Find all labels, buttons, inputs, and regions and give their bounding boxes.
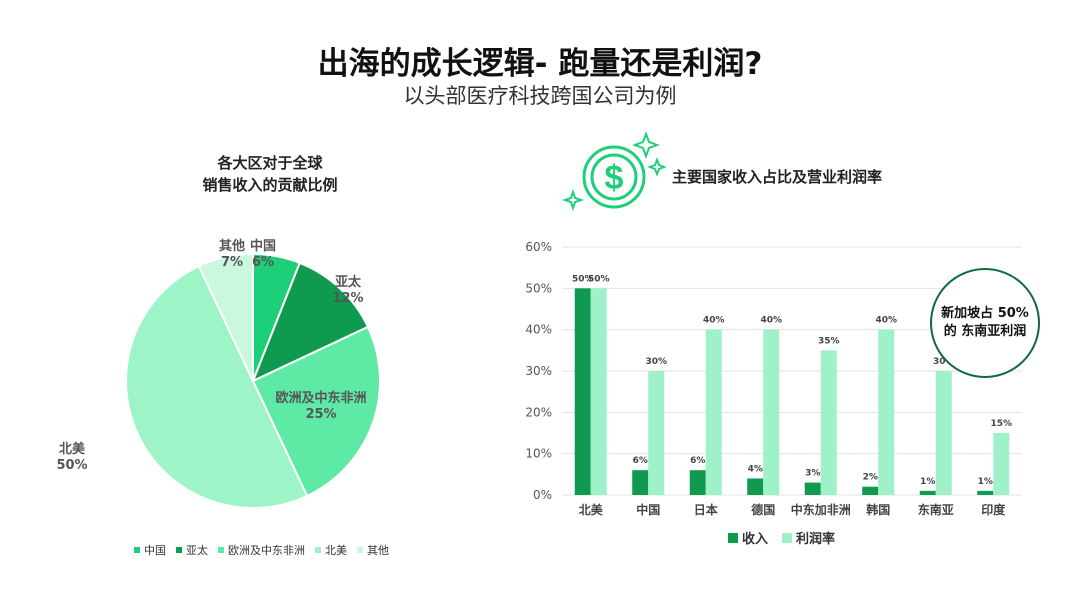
x-tick-label: 中国 (636, 502, 660, 517)
y-tick-label: 40% (525, 323, 552, 337)
legend-label: 收入 (742, 531, 768, 547)
bar-data-label: 40% (875, 316, 897, 326)
x-tick-label: 德国 (751, 502, 775, 517)
bar-data-label: 30% (645, 357, 667, 367)
bar-data-label: 6% (690, 456, 705, 466)
bar-data-label: 1% (978, 477, 993, 487)
bar-data-label: 1% (920, 477, 935, 487)
bar-data-label: 50% (572, 274, 594, 284)
pie-slice-label: 中国 (250, 238, 276, 254)
revenue-bar (689, 470, 706, 495)
y-tick-label: 0% (533, 488, 552, 502)
legend-label: 利润率 (796, 531, 835, 547)
pie-slice (251, 325, 381, 498)
pie-slice-value: 7% (221, 255, 243, 270)
pie-slice-value: 12% (332, 291, 363, 306)
bar-data-label: 40% (703, 316, 725, 326)
legend-swatch (728, 533, 738, 543)
revenue-bar (977, 490, 994, 495)
margin-bar (993, 433, 1010, 495)
legend-swatch (134, 547, 140, 553)
bar-data-label: 4% (748, 464, 763, 474)
legend-swatch (357, 547, 363, 553)
pie-slice (197, 252, 254, 382)
pie-slice-label: 欧洲及中东非洲 (275, 390, 366, 406)
page-subtitle: 以头部医疗科技跨国公司为例 (403, 84, 677, 108)
pie-slice-label: 北美 (59, 441, 86, 457)
y-tick-label: 50% (525, 281, 552, 295)
legend-swatch (176, 547, 182, 553)
bar-data-label: 40% (760, 316, 782, 326)
legend-label: 欧洲及中东非洲 (228, 544, 305, 557)
revenue-bar (804, 482, 821, 495)
bar-chart: 0%10%20%30%40%50%60%50%50%北美6%30%中国6%40%… (525, 240, 1022, 517)
revenue-bar (632, 470, 649, 495)
legend-swatch (218, 547, 224, 553)
x-tick-label: 中东加非洲 (791, 502, 851, 517)
dollar-coin-sparkle-icon: $ (561, 131, 667, 212)
legend-label: 其他 (367, 544, 389, 557)
revenue-bar (747, 478, 764, 495)
page-title: 出海的成长逻辑- 跑量还是利润? (317, 46, 763, 82)
revenue-bar (862, 486, 879, 495)
pie-slice-value: 6% (252, 255, 274, 270)
margin-bar (590, 288, 607, 495)
pie-slice (251, 261, 370, 383)
x-tick-label: 韩国 (866, 502, 890, 517)
callout-bubble: 新加坡占 50% 的 东南亚利润 (930, 268, 1040, 378)
revenue-bar (574, 288, 591, 495)
pie-chart-title: 各大区对于全球 销售收入的贡献比例 (202, 154, 338, 194)
bar-data-label: 2% (863, 473, 878, 483)
margin-bar (820, 350, 837, 495)
legend-label: 亚太 (186, 544, 208, 557)
pie-legend: 中国 亚太 欧洲及中东非洲 北美 其他 (134, 544, 389, 557)
bar-data-label: 15% (990, 419, 1012, 429)
legend-label: 中国 (144, 544, 166, 557)
bar-legend: 收入 利润率 (728, 531, 835, 547)
margin-bar (935, 371, 952, 495)
bar-data-label: 30% (933, 357, 955, 367)
callout-text: 新加坡占 50% 的 东南亚利润 (941, 306, 1029, 339)
pie-slice-value: 25% (305, 407, 336, 422)
margin-bar (705, 329, 722, 495)
y-tick-label: 10% (525, 447, 552, 461)
margin-bar (878, 329, 895, 495)
x-tick-label: 印度 (981, 502, 1006, 517)
legend-swatch (782, 533, 792, 543)
bar-data-label: 6% (633, 456, 648, 466)
margin-bar (648, 371, 665, 495)
y-tick-label: 60% (525, 240, 552, 254)
margin-bar (763, 329, 780, 495)
svg-text:$: $ (605, 159, 624, 197)
bar-data-label: 3% (805, 469, 820, 479)
legend-swatch (315, 547, 321, 553)
pie-slice-label: 其他 (219, 238, 245, 254)
revenue-bar (919, 490, 936, 495)
x-tick-label: 北美 (579, 502, 604, 517)
y-tick-label: 20% (525, 405, 552, 419)
legend-label: 北美 (325, 544, 347, 557)
bar-data-label: 50% (588, 274, 610, 284)
pie-slice (125, 264, 309, 509)
y-tick-label: 30% (525, 364, 552, 378)
bar-data-label: 35% (818, 336, 840, 346)
x-tick-label: 日本 (694, 502, 718, 517)
pie-slice-label: 亚太 (335, 274, 362, 290)
pie-slice-value: 50% (56, 458, 87, 473)
bar-chart-title: 主要国家收入占比及营业利润率 (672, 168, 883, 186)
x-tick-label: 东南亚 (918, 502, 954, 517)
